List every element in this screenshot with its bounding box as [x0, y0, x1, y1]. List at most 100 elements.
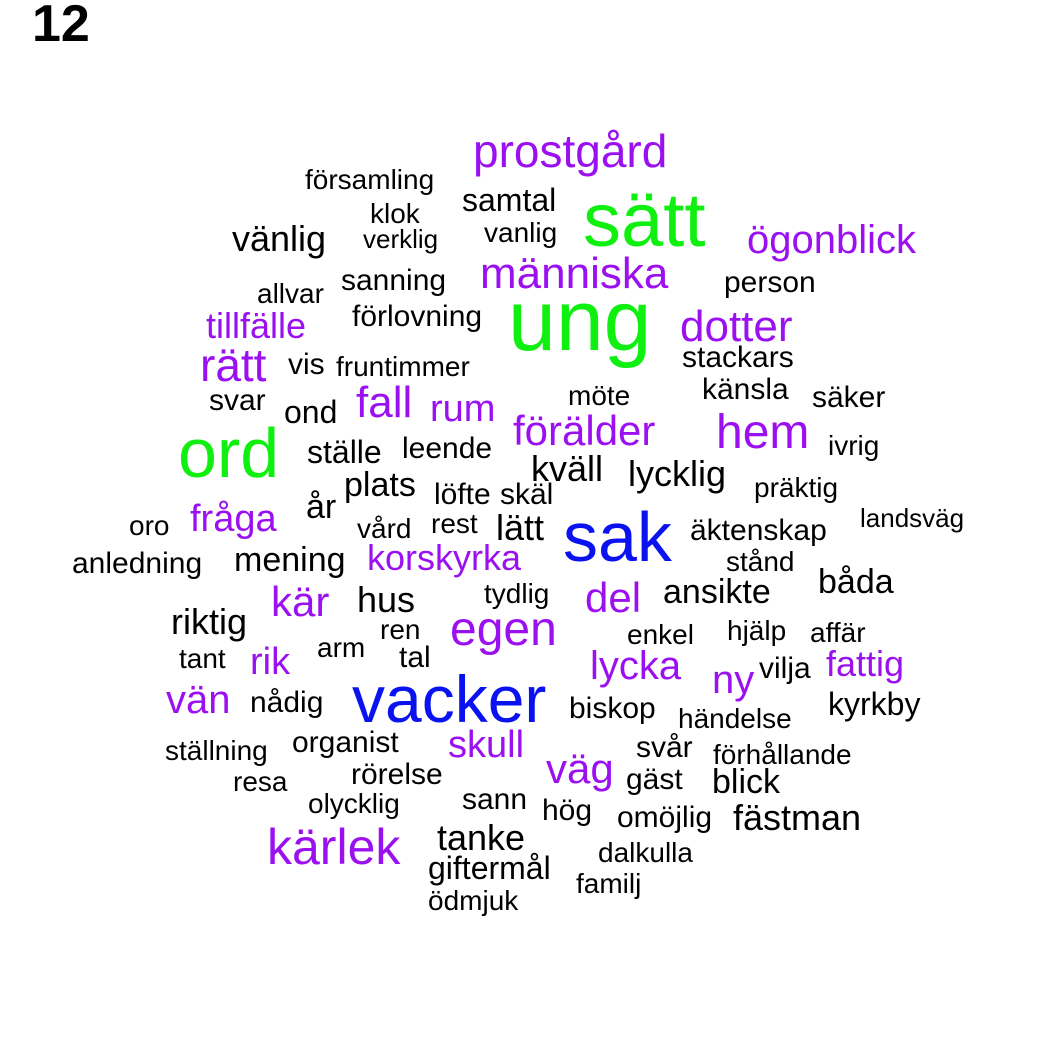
word-svar: svar — [209, 384, 266, 417]
word-olycklig: olycklig — [308, 788, 400, 819]
word-svar: svår — [636, 731, 693, 764]
word-korskyrka: korskyrka — [367, 537, 522, 578]
word-kyrkby: kyrkby — [828, 686, 921, 722]
word-hjalp: hjälp — [727, 615, 787, 646]
word-gast: gäst — [626, 763, 683, 796]
word-affar: affär — [810, 617, 866, 648]
word-enkel: enkel — [627, 619, 694, 650]
word-giftermal: giftermål — [428, 850, 551, 886]
word-del: del — [585, 574, 642, 621]
word-kansla: känsla — [702, 373, 789, 406]
word-anledning: anledning — [72, 547, 203, 580]
word-lycklig: lycklig — [628, 453, 727, 494]
word-prostgard: prostgård — [473, 125, 668, 177]
word-oro: oro — [129, 510, 170, 541]
word-hog: hög — [542, 794, 593, 827]
word-forlovning: förlovning — [352, 300, 483, 333]
word-biskop: biskop — [569, 692, 656, 725]
word-rik: rik — [250, 641, 291, 683]
word-ratt: rätt — [200, 339, 267, 391]
word-skal: skäl — [500, 478, 554, 511]
word-omojlig: omöjlig — [617, 801, 713, 834]
word-van: vän — [166, 678, 231, 722]
word-mening: mening — [234, 541, 346, 579]
word-ung: ung — [508, 273, 652, 369]
word-ansikte: ansikte — [663, 573, 771, 611]
word-organist: organist — [292, 726, 399, 759]
word-nadig: nådig — [250, 686, 324, 719]
word-ivrig: ivrig — [828, 430, 880, 461]
word-forsamling: församling — [305, 164, 435, 195]
word-ar: år — [306, 488, 337, 526]
word-stalle: ställe — [307, 434, 382, 470]
word-latt: lätt — [496, 507, 545, 548]
word-satt: sätt — [583, 178, 706, 263]
word-vag: väg — [546, 745, 614, 792]
word-tal: tal — [399, 641, 431, 674]
word-person: person — [724, 266, 816, 299]
word-tanke: tanke — [437, 817, 526, 858]
word-resa: resa — [233, 766, 288, 797]
word-dotter: dotter — [680, 302, 793, 351]
word-egen: egen — [450, 603, 557, 656]
word-fraga: fråga — [190, 498, 277, 540]
word-handelse: händelse — [678, 703, 792, 734]
word-fattig: fattig — [826, 643, 905, 684]
word-rorelse: rörelse — [351, 758, 443, 791]
word-landsvag: landsväg — [860, 503, 965, 533]
word-hus: hus — [357, 579, 416, 620]
word-vanlig: vänlig — [232, 218, 327, 259]
word-sanning: sanning — [341, 264, 447, 297]
word-fastman: fästman — [733, 797, 862, 838]
word-karlek: kärlek — [267, 819, 401, 875]
word-rum: rum — [430, 388, 496, 430]
word-samtal: samtal — [462, 182, 557, 218]
word-ogonblick: ögonblick — [747, 218, 917, 262]
word-odmjuk: ödmjuk — [428, 885, 519, 916]
word-fall: fall — [356, 378, 413, 427]
word-saker: säker — [812, 381, 886, 414]
word-vis: vis — [288, 348, 325, 381]
word-vilja: vilja — [759, 652, 811, 685]
word-praktig: präktig — [754, 472, 839, 503]
word-leende: leende — [402, 432, 493, 465]
word-aktenskap: äktenskap — [690, 514, 827, 547]
word-foralder: förälder — [513, 407, 656, 454]
word-ond: ond — [284, 394, 338, 430]
word-tant: tant — [179, 643, 226, 674]
word-skull: skull — [448, 724, 525, 766]
word-kar: kär — [271, 578, 330, 625]
word-lycka: lycka — [590, 644, 682, 688]
word-riktig: riktig — [171, 601, 248, 642]
word-mote: möte — [568, 380, 631, 411]
word-ny: ny — [712, 658, 755, 702]
word-stackars: stackars — [682, 341, 794, 374]
word-hem: hem — [716, 406, 810, 459]
word-kvall: kväll — [531, 448, 604, 489]
word-vard: vård — [357, 513, 412, 544]
word-tydlig: tydlig — [484, 578, 550, 609]
word-arm: arm — [317, 632, 366, 663]
word-vanlig: vanlig — [484, 217, 558, 248]
word-ord: ord — [178, 414, 280, 492]
word-tillfalle: tillfälle — [206, 305, 307, 346]
word-dalkulla: dalkulla — [598, 837, 693, 868]
word-verklig: verklig — [363, 224, 439, 254]
panel-label: 12 — [32, 0, 90, 53]
word-stallning: ställning — [165, 735, 268, 766]
word-fruntimmer: fruntimmer — [336, 351, 470, 382]
word-blick: blick — [712, 763, 781, 801]
word-sak: sak — [563, 498, 672, 576]
word-stand: stånd — [726, 546, 795, 577]
word-sann: sann — [462, 783, 528, 816]
word-rest: rest — [431, 508, 478, 539]
word-manniska: människa — [480, 249, 669, 298]
word-bada: båda — [818, 563, 894, 601]
word-plats: plats — [344, 466, 416, 504]
word-allvar: allvar — [257, 278, 324, 309]
word-klok: klok — [370, 198, 420, 229]
word-ren: ren — [380, 614, 421, 645]
word-forhallande: förhållande — [713, 739, 852, 770]
word-lofte: löfte — [434, 478, 491, 511]
